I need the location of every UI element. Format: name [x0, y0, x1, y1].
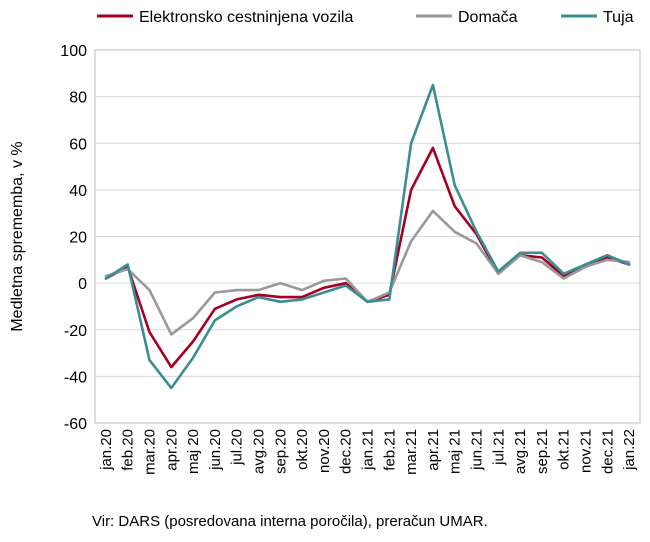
series-line-2: [104, 83, 631, 390]
x-tick-label: mar.21: [403, 429, 420, 475]
y-axis-label: Medletna sprememba, v %: [9, 141, 26, 331]
gridlines: [94, 49, 641, 424]
x-tick-label: maj 21: [447, 429, 464, 474]
x-tick-label: sep.20: [272, 429, 289, 474]
series-line-0: [104, 146, 631, 369]
x-tick-label: okt.20: [294, 429, 311, 470]
x-tick-label: okt.21: [556, 429, 573, 470]
y-tick-label: 40: [69, 183, 87, 200]
x-tick-label: nov.21: [578, 429, 595, 473]
x-tick-label: feb.20: [120, 429, 137, 471]
y-tick-label: -60: [64, 416, 87, 433]
x-tick-label: jan.22: [621, 429, 638, 471]
x-tick-label: avg.20: [251, 429, 268, 474]
y-tick-label: -40: [64, 369, 87, 386]
legend: Elektronsko cestninjena vozila Domača Tuja: [97, 9, 634, 26]
legend-label: Domača: [458, 9, 518, 26]
x-tick-label: apr.20: [163, 429, 180, 471]
x-tick-label: dec.21: [599, 429, 616, 474]
x-tick-label: apr.21: [425, 429, 442, 471]
x-tick-label: maj 20: [185, 429, 202, 474]
x-tick-label: jan.20: [98, 429, 115, 471]
series-lines: [104, 83, 631, 390]
x-tick-label: mar.20: [142, 429, 159, 475]
x-tick-label: jul.20: [229, 429, 246, 466]
y-tick-label: 20: [69, 230, 87, 247]
x-tick-label: jul.21: [490, 429, 507, 466]
x-tick-label: feb.21: [381, 429, 398, 471]
y-tick-label: 60: [69, 136, 87, 153]
y-tick-label: 0: [78, 276, 87, 293]
x-tick-label: jun.20: [207, 429, 224, 471]
y-tick-label: 80: [69, 90, 87, 107]
x-tick-label: nov.20: [316, 429, 333, 473]
x-tick-label: jun.21: [469, 429, 486, 471]
x-tick-label: jan.21: [360, 429, 377, 471]
source-note: Vir: DARS (posredovana interna poročila)…: [92, 513, 488, 530]
x-tick-label: sep.21: [534, 429, 551, 474]
plot-frame: [94, 49, 641, 424]
y-tick-label: 100: [60, 43, 87, 60]
y-axis-ticks: 100 80 60 40 20 0 -20 -40 -60: [60, 43, 87, 433]
y-tick-label: -20: [64, 323, 87, 340]
x-tick-label: avg.21: [512, 429, 529, 474]
x-tick-label: dec.20: [338, 429, 355, 474]
series-line-1: [104, 209, 631, 336]
legend-label: Tuja: [603, 9, 634, 26]
x-axis-ticks: jan.20 feb.20 mar.20 apr.20 maj 20 jun.20 jul.…: [98, 429, 638, 475]
legend-label: Elektronsko cestninjena vozila: [139, 9, 353, 26]
